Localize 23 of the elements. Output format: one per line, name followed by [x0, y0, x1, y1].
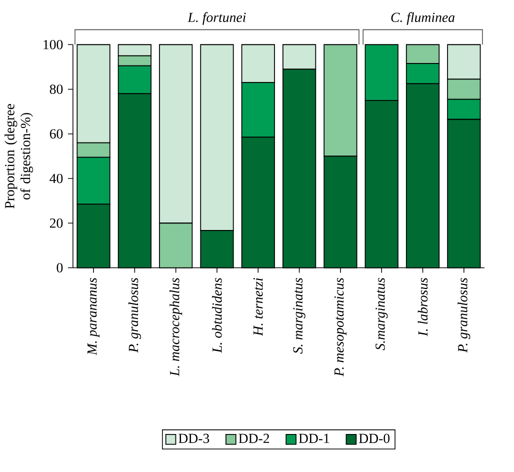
text: C. fluminea [391, 12, 455, 25]
y-axis-title: Proportion (degree of digestion-%) [4, 104, 34, 208]
x-tick-label: P. granulosus [128, 278, 141, 353]
legend-label: DD-3 [178, 434, 210, 444]
x-tick-label: I. labrosus [418, 278, 428, 336]
x-tick-label: H. ternetzi [253, 278, 263, 336]
legend-label: DD-0 [358, 434, 390, 444]
y-tick-label: 20 [50, 218, 63, 228]
x-tick-label: S. marginatus [293, 278, 306, 354]
x-tick-label: S.marginatus [376, 278, 388, 350]
x-tick-label: L. macrocephalus [170, 278, 182, 376]
x-tick-label: P. granulosus [458, 278, 470, 353]
legend-label: DD-2 [238, 434, 270, 443]
y-tick-label: 40 [50, 174, 63, 184]
x-tick-label: L. obtudidens [212, 278, 222, 353]
y-tick-label: 100 [44, 40, 63, 50]
x-tick-label: P. mesopotamicus [334, 278, 346, 376]
x-tick-label: M. parananus [88, 278, 100, 356]
text: L. fortunei [188, 12, 246, 25]
legend-label: DD-1 [298, 434, 330, 443]
y-tick-label: 80 [50, 84, 63, 94]
y-tick-label: 60 [50, 129, 63, 139]
y-tick-label: 0 [56, 263, 63, 272]
